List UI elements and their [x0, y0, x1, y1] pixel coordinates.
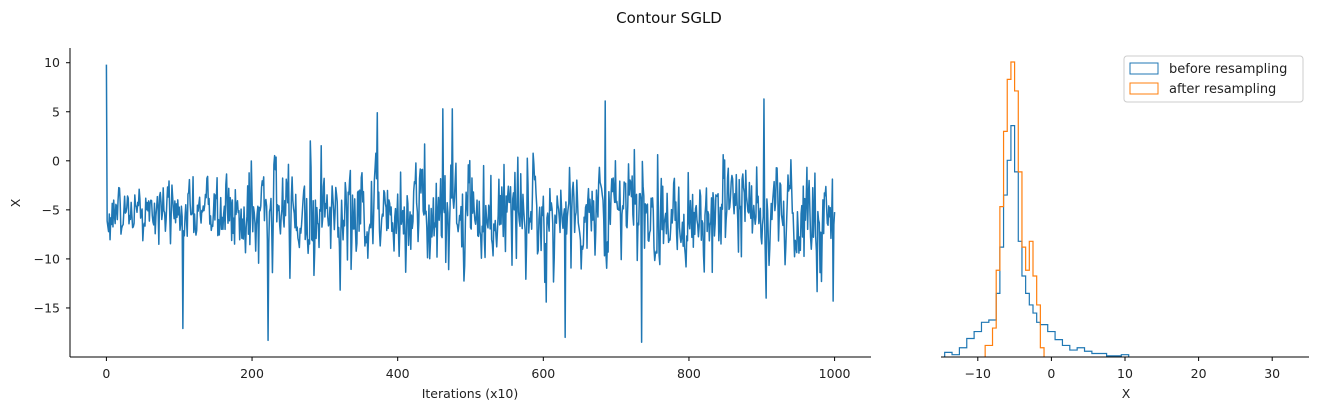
- hist-step-0: [944, 125, 1130, 357]
- trace-x-tick-label: 200: [240, 366, 264, 381]
- trace-plot: 0 200 400 600 800 1000 −15 −10 −5 0 5 10 Iteration…: [8, 48, 871, 401]
- hist-x-ticks: −10 0 10 20 30: [965, 357, 1280, 381]
- legend-label-after: after resampling: [1169, 82, 1276, 97]
- trace-y-tick-label: −5: [42, 202, 60, 217]
- trace-y-ticks: −15 −10 −5 0 5 10: [34, 55, 70, 315]
- trace-series: [105, 64, 836, 344]
- legend-box: [1123, 55, 1304, 103]
- hist-step-1: [984, 61, 1045, 357]
- trace-line: [105, 64, 836, 344]
- legend: before resampling after resampling: [1123, 55, 1304, 103]
- hist-x-tick-label: 0: [1047, 366, 1055, 381]
- hist-x-tick-label: 10: [1117, 366, 1133, 381]
- figure-title: Contour SGLD: [616, 9, 722, 27]
- trace-y-label: X: [8, 198, 23, 207]
- trace-x-tick-label: 0: [102, 366, 110, 381]
- trace-x-label: Iterations (x10): [422, 386, 519, 401]
- legend-swatch-before: [1129, 62, 1159, 75]
- hist-x-tick-label: −10: [965, 366, 991, 381]
- trace-y-tick-label: 5: [52, 104, 60, 119]
- hist-x-tick-label: 20: [1191, 366, 1207, 381]
- trace-x-tick-label: 400: [386, 366, 410, 381]
- trace-x-tick-label: 1000: [819, 366, 851, 381]
- trace-x-tick-label: 600: [531, 366, 555, 381]
- hist-x-label: X: [1122, 386, 1131, 401]
- histogram-plot: −10 0 10 20 30 X before resampling after res…: [941, 55, 1309, 401]
- histogram-series: [944, 61, 1130, 357]
- trace-x-ticks: 0 200 400 600 800 1000: [102, 357, 851, 381]
- trace-y-tick-label: −15: [34, 300, 60, 315]
- trace-y-tick-label: −10: [34, 251, 60, 266]
- hist-x-tick-label: 30: [1264, 366, 1280, 381]
- legend-label-before: before resampling: [1169, 62, 1287, 77]
- trace-y-tick-label: 0: [52, 153, 60, 168]
- trace-y-tick-label: 10: [44, 55, 60, 70]
- legend-swatch-after: [1129, 82, 1159, 95]
- trace-x-tick-label: 800: [677, 366, 701, 381]
